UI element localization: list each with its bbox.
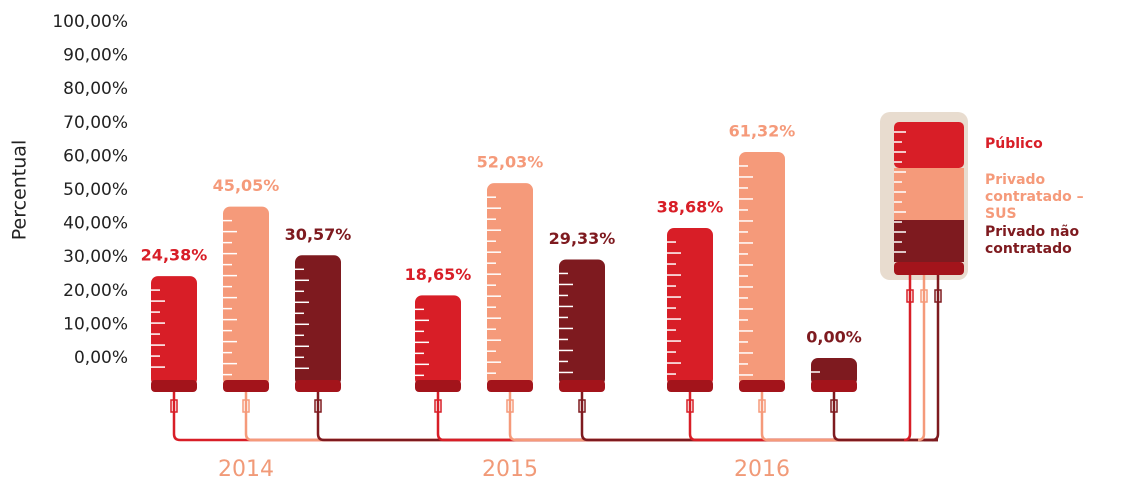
tube-connector: [686, 399, 694, 413]
bar: [487, 183, 533, 386]
y-tick-label: 80,00%: [63, 79, 128, 99]
value-label: 18,65%: [405, 265, 472, 284]
legend-entry: Privado contratado – SUS: [985, 172, 1084, 222]
tube-connector: [170, 399, 178, 413]
tube-connector: [242, 399, 250, 413]
bag-base: [487, 380, 533, 392]
y-tick-label: 30,00%: [63, 247, 128, 267]
bag-base: [295, 380, 341, 392]
bag-base: [415, 380, 461, 392]
y-tick-label: 70,00%: [63, 113, 128, 133]
y-tick-label: 10,00%: [63, 314, 128, 334]
value-label: 29,33%: [549, 229, 616, 248]
tube-connector: [314, 399, 322, 413]
bar: [811, 358, 857, 386]
y-tick-label: 90,00%: [63, 46, 128, 66]
value-label: 52,03%: [477, 153, 544, 172]
tube: [436, 392, 910, 442]
legend-entry: Público: [985, 136, 1043, 152]
tube-connector: [506, 399, 514, 413]
bag-base: [151, 380, 197, 392]
legend-connector: [906, 289, 914, 303]
tube-connector: [434, 399, 442, 413]
tube: [760, 392, 924, 442]
bag-base: [559, 380, 605, 392]
bar: [223, 206, 269, 386]
bar: [559, 259, 605, 386]
value-label: 30,57%: [285, 225, 352, 244]
legend-swatch: [894, 220, 964, 262]
y-tick-label: 0,00%: [74, 348, 128, 368]
x-tick-label: 2016: [734, 457, 790, 482]
bar: [295, 255, 341, 386]
value-label: 24,38%: [141, 246, 208, 265]
legend-connector: [920, 289, 928, 303]
bar: [739, 151, 785, 386]
tube-connector: [578, 399, 586, 413]
value-label: 61,32%: [729, 121, 796, 140]
bag-base: [739, 380, 785, 392]
legend-entry: Privado não contratado: [985, 224, 1080, 257]
tube: [688, 392, 910, 442]
legend-tube: [917, 275, 926, 442]
tube: [316, 392, 938, 442]
bag-base: [811, 380, 857, 392]
bar: [667, 228, 713, 386]
y-tick-label: 60,00%: [63, 146, 128, 166]
bar: [415, 295, 461, 386]
tube: [832, 392, 938, 442]
tube-connector: [830, 399, 838, 413]
y-tick-label: 40,00%: [63, 214, 128, 234]
legend-connector: [934, 289, 942, 303]
value-label: 45,05%: [213, 176, 280, 195]
y-axis-label: Percentual: [9, 140, 31, 240]
x-tick-label: 2015: [482, 457, 538, 482]
y-tick-label: 50,00%: [63, 180, 128, 200]
value-label: 38,68%: [657, 198, 724, 217]
legend-tube: [931, 275, 940, 442]
tube: [172, 392, 910, 442]
legend-base: [894, 262, 964, 275]
y-tick-label: 100,00%: [52, 12, 128, 32]
value-label: 0,00%: [806, 328, 862, 347]
bag-base: [667, 380, 713, 392]
bag-base: [223, 380, 269, 392]
y-tick-label: 20,00%: [63, 281, 128, 301]
legend-swatch: [894, 122, 964, 168]
bar: [151, 276, 197, 386]
tube: [244, 392, 924, 442]
tube-connector: [758, 399, 766, 413]
tube: [580, 392, 938, 442]
x-tick-label: 2014: [218, 457, 274, 482]
legend-tube: [903, 275, 912, 442]
tube: [508, 392, 924, 442]
